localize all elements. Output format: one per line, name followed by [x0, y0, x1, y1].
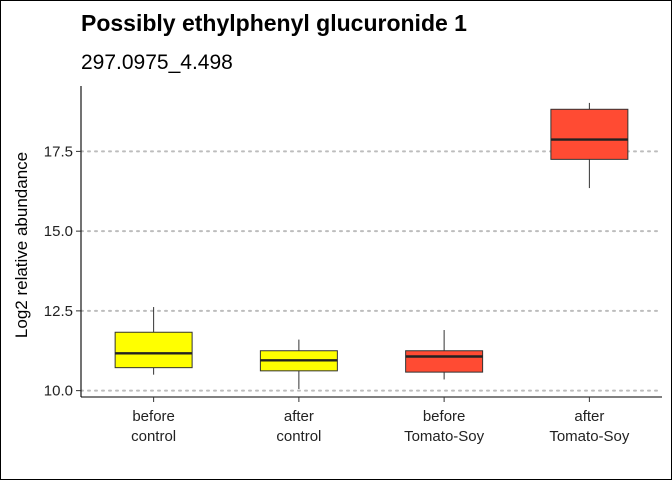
y-tick-label: 17.5 [44, 143, 73, 160]
chart-subtitle: 297.0975_4.498 [81, 51, 233, 74]
ticks: 10.0 12.5 15.0 17.5 before control after contro… [44, 143, 630, 445]
x-tick-label-line1: before [423, 408, 466, 425]
chart-title: Possibly ethylphenyl glucuronide 1 [81, 10, 467, 36]
box-2 [259, 339, 338, 390]
x-tick-label-line2: control [131, 428, 176, 445]
x-tick-label-line1: before [132, 408, 175, 425]
x-tick-label-line2: Tomato-Soy [404, 428, 485, 445]
box-iqr [550, 108, 629, 160]
box-1 [114, 307, 193, 375]
x-tick-label-line2: control [276, 428, 321, 445]
box-iqr [405, 350, 484, 373]
box-iqr [114, 331, 193, 369]
y-tick-label: 10.0 [44, 383, 73, 400]
box-4 [550, 102, 629, 189]
axes [80, 86, 662, 398]
y-tick-label: 15.0 [44, 223, 73, 240]
box-3 [405, 330, 484, 380]
boxes [114, 102, 629, 390]
y-axis-label: Log2 relative abundance [12, 152, 31, 338]
x-tick-label-line1: after [284, 408, 314, 425]
x-tick-label-line2: Tomato-Soy [549, 428, 630, 445]
x-tick-label-line1: after [574, 408, 604, 425]
y-tick-label: 12.5 [44, 303, 73, 320]
